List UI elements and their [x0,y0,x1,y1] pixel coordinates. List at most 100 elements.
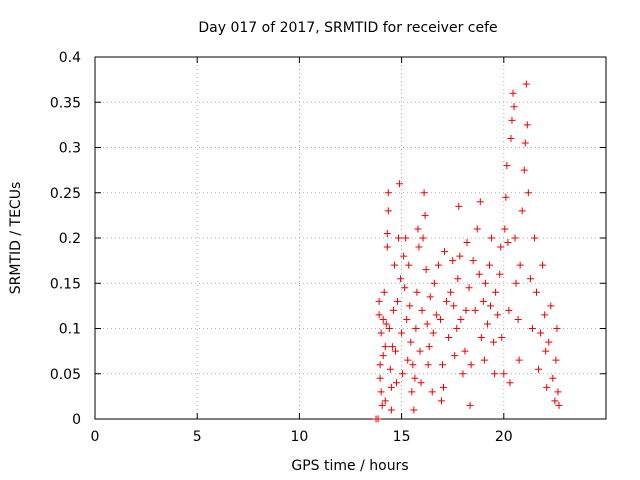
data-point-marker [390,261,398,269]
data-point-marker [410,406,418,414]
x-tick-label: 10 [290,429,308,445]
data-point-marker [463,239,471,247]
data-point-marker [383,229,391,237]
data-point-marker [537,329,545,337]
y-tick-label: 0 [72,412,81,428]
data-point-marker [514,315,522,323]
data-point-marker [551,397,559,405]
data-point-marker [400,252,408,260]
data-point-marker [555,401,563,409]
data-point-marker [471,306,479,314]
data-point-marker [469,257,477,265]
data-point-marker [394,297,402,305]
data-point-marker [547,302,555,310]
y-tick-label: 0.35 [50,95,81,111]
data-point-marker [500,370,508,378]
data-point-marker [467,361,475,369]
data-point-marker [404,356,412,364]
data-point-marker [521,139,529,147]
data-point-marker [397,275,405,283]
data-point-marker [492,288,500,296]
data-point-marker [533,288,541,296]
data-point-marker [377,388,385,396]
data-point-marker [542,347,550,355]
data-point-marker [407,338,415,346]
data-point-marker [375,311,383,319]
x-axis-label: GPS time / hours [291,458,408,474]
data-point-marker [380,288,388,296]
data-point-marker [386,365,394,373]
data-point-marker [396,180,404,188]
data-point-marker [528,325,536,332]
data-point-marker [434,261,442,269]
data-point-marker [441,248,449,256]
x-tick-labels: 0 5 10 15 20 [91,429,513,445]
data-point-marker [481,279,489,287]
data-point-marker [552,356,560,364]
data-point-marker [512,279,520,287]
data-point-marker [445,334,453,342]
data-point-marker [541,311,549,319]
data-point-marker [388,343,396,351]
data-point-marker [475,270,483,278]
data-point-marker [421,211,429,219]
data-point-marker [461,347,469,355]
data-point-marker [403,315,411,323]
data-point-marker [419,234,427,242]
data-point-marker [423,320,431,328]
x-tick-label: 20 [495,429,513,445]
data-point-marker [402,234,410,242]
data-point-marker [553,325,561,332]
data-point-marker [554,388,562,396]
data-point-marker [457,315,465,323]
data-point-marker [507,134,515,142]
data-point-marker [456,252,464,260]
data-point-marker [384,207,392,215]
data-point-marker [476,198,484,206]
data-point-marker [422,266,430,274]
data-point-marker [412,325,420,332]
data-point-marker [415,243,423,251]
data-point-marker [420,189,428,197]
data-point-marker [381,343,389,351]
data-point-marker [391,347,399,355]
data-point-marker [454,275,462,283]
data-point-marker [440,383,448,391]
data-point-marker [506,379,514,387]
data-point-marker [430,279,438,287]
data-point-marker [378,401,386,409]
data-point-marker [399,370,407,378]
y-tick-label: 0.3 [59,141,81,157]
data-point-marker [522,80,530,88]
data-point-marker [379,315,387,323]
data-point-marker [389,306,397,314]
x-tick-label: 15 [393,429,411,445]
data-point-marker [376,361,384,369]
y-tick-labels: 0 0.05 0.1 0.15 0.2 0.25 0.3 0.35 0.4 [50,50,81,428]
data-point-marker [429,329,437,337]
data-point-marker [466,401,474,409]
y-tick-label: 0.15 [50,276,81,292]
data-point-marker [453,325,461,332]
data-point-marker [381,397,389,405]
grid [95,57,606,419]
data-point-marker [496,270,504,278]
y-tick-label: 0.25 [50,186,81,202]
data-point-marker [405,261,413,269]
data-point-marker [379,352,387,360]
data-point-marker [375,297,383,305]
data-point-marker [436,315,444,323]
data-points [372,80,563,423]
data-point-marker [408,388,416,396]
data-point-marker [494,311,502,319]
data-point-marker [426,293,434,301]
data-point-marker [450,302,458,310]
data-point-marker [406,302,414,310]
data-point-marker [543,383,551,391]
data-point-marker [477,334,485,342]
x-tick-label: 5 [193,429,202,445]
data-point-marker [487,302,495,310]
data-point-marker [501,225,509,233]
data-point-marker [480,356,488,364]
